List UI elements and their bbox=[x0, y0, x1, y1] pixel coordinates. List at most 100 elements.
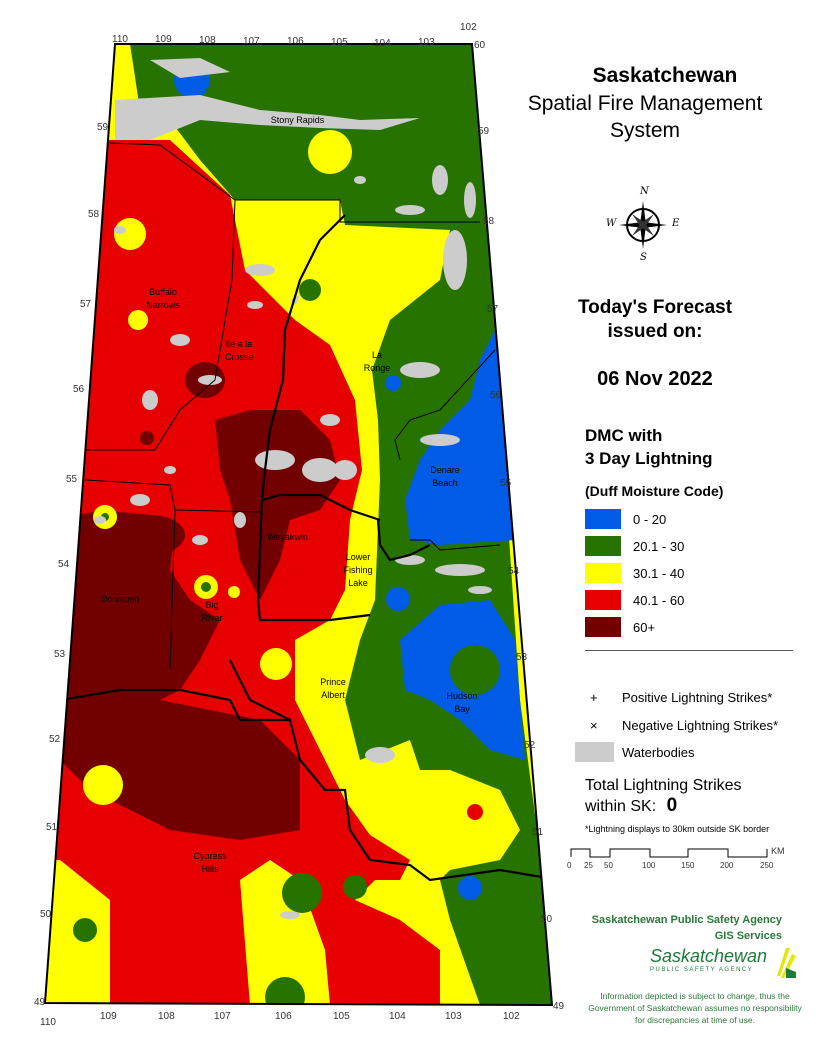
longitude-label: 109 bbox=[155, 34, 172, 45]
map-title: Saskatchewan bbox=[592, 64, 738, 87]
longitude-label: 106 bbox=[275, 1011, 292, 1022]
latitude-label: 53 bbox=[54, 649, 66, 660]
scale-tick: 25 bbox=[584, 861, 593, 870]
lake bbox=[302, 458, 338, 482]
place-label: Lower Fishing Lake bbox=[343, 552, 373, 588]
disclaimer: Information depicted is subject to chang… bbox=[588, 991, 802, 1025]
compass-s: S bbox=[640, 252, 647, 263]
legend-swatch bbox=[575, 742, 614, 762]
longitude-label: 106 bbox=[287, 36, 304, 47]
province-border bbox=[43, 43, 554, 1007]
legend-swatch bbox=[585, 590, 621, 610]
lake bbox=[130, 494, 150, 506]
wheat-logo-icon bbox=[777, 948, 796, 978]
latitude-label: 51 bbox=[46, 822, 58, 833]
dmc-zone-0-20 bbox=[405, 330, 515, 545]
lake bbox=[365, 747, 395, 763]
longitude-label: 107 bbox=[243, 36, 260, 47]
lake bbox=[115, 95, 420, 140]
scale-tick: 100 bbox=[642, 861, 656, 870]
lake bbox=[354, 176, 366, 184]
legend-label: Positive Lightning Strikes* bbox=[622, 690, 773, 705]
latitude-label: 55 bbox=[500, 478, 512, 489]
legend-item: 0 - 20 bbox=[585, 509, 666, 529]
total-strikes: Total Lightning Strikes within SK: 0 bbox=[585, 776, 742, 817]
latitude-label: 55 bbox=[66, 474, 78, 485]
lake bbox=[443, 230, 467, 290]
scale-tick: 50 bbox=[604, 861, 613, 870]
latitude-label: 59 bbox=[97, 122, 109, 133]
longitude-label: 109 bbox=[100, 1011, 117, 1022]
longitude-label: 107 bbox=[214, 1011, 231, 1022]
forecast-label: Today's Forecast issued on: bbox=[540, 296, 770, 344]
place-label: Stony Rapids bbox=[270, 115, 325, 125]
legend-waterbodies: Waterbodies bbox=[575, 742, 695, 762]
place-label: Prince Albert bbox=[320, 677, 346, 700]
legend-swatch bbox=[585, 617, 621, 637]
latitude-label: 50 bbox=[541, 914, 553, 925]
lake bbox=[395, 205, 425, 215]
place-label: Denare Beach bbox=[430, 465, 460, 488]
place-label: Buffalo Narrows bbox=[146, 287, 180, 310]
lake bbox=[170, 334, 190, 346]
lake bbox=[432, 165, 448, 195]
lake bbox=[198, 375, 222, 385]
forecast-date: 06 Nov 2022 bbox=[597, 368, 713, 390]
total-label-1: Total Lightning Strikes bbox=[585, 777, 742, 794]
longitude-label: 104 bbox=[374, 38, 391, 49]
lake bbox=[192, 535, 208, 545]
longitude-label: 102 bbox=[503, 1011, 520, 1022]
lake bbox=[142, 390, 158, 410]
fire-zone-boundaries bbox=[59, 214, 552, 882]
place-label: Big River bbox=[201, 600, 223, 623]
lake bbox=[280, 911, 300, 919]
longitude-label: 108 bbox=[158, 1011, 175, 1022]
legend-label: 40.1 - 60 bbox=[633, 592, 685, 608]
legend-label: 20.1 - 30 bbox=[633, 538, 685, 554]
scale-tick: 150 bbox=[681, 861, 695, 870]
legend-swatch bbox=[585, 536, 621, 556]
total-label-2: within SK: bbox=[585, 798, 657, 815]
lake bbox=[435, 564, 485, 576]
place-label: Dorintosh bbox=[100, 594, 140, 604]
legend-label: 60+ bbox=[633, 619, 656, 635]
logo-subtext: PUBLIC SAFETY AGENCY bbox=[650, 967, 754, 973]
longitude-label: 105 bbox=[333, 1011, 350, 1022]
scale-tick: 200 bbox=[720, 861, 734, 870]
latitude-label: 60 bbox=[474, 40, 486, 51]
longitude-label: 108 bbox=[199, 35, 216, 46]
lake bbox=[114, 226, 126, 234]
place-label: Cypress Hills bbox=[193, 851, 227, 874]
compass-e: E bbox=[672, 218, 680, 229]
place-label: Ile a la Crosse bbox=[225, 339, 254, 362]
agency-credit: Saskatchewan Public Safety Agency GIS Se… bbox=[560, 912, 782, 944]
agency-dept: GIS Services bbox=[714, 930, 782, 942]
latitude-label: 52 bbox=[49, 734, 61, 745]
waterbodies bbox=[94, 52, 492, 919]
lake bbox=[333, 460, 357, 480]
scale-tick: 0 bbox=[567, 861, 572, 870]
longitude-label: 104 bbox=[389, 1011, 406, 1022]
latitude-label: 49 bbox=[553, 1001, 565, 1012]
legend-divider bbox=[585, 650, 793, 651]
compass-rose-icon bbox=[619, 201, 667, 249]
lake bbox=[247, 301, 263, 309]
legend-item: 40.1 - 60 bbox=[585, 590, 684, 610]
lake bbox=[464, 182, 476, 218]
lake bbox=[420, 434, 460, 446]
subtitle-line-2: System bbox=[609, 119, 680, 142]
forecast-label-1: Today's Forecast bbox=[577, 297, 733, 318]
latitude-label: 57 bbox=[80, 299, 92, 310]
scale-bar bbox=[570, 848, 768, 858]
legend-label: 30.1 - 40 bbox=[633, 565, 685, 581]
legend-positive-strike: + Positive Lightning Strikes* bbox=[590, 690, 772, 705]
total-value: 0 bbox=[666, 795, 678, 816]
legend-title-2: 3 Day Lightning bbox=[585, 449, 713, 468]
legend-swatch bbox=[585, 509, 621, 529]
longitude-label: 110 bbox=[112, 34, 128, 45]
legend-label: Waterbodies bbox=[622, 744, 695, 760]
latitude-label: 51 bbox=[532, 827, 544, 838]
latitude-label: 54 bbox=[58, 559, 70, 570]
latitude-label: 49 bbox=[34, 997, 46, 1008]
